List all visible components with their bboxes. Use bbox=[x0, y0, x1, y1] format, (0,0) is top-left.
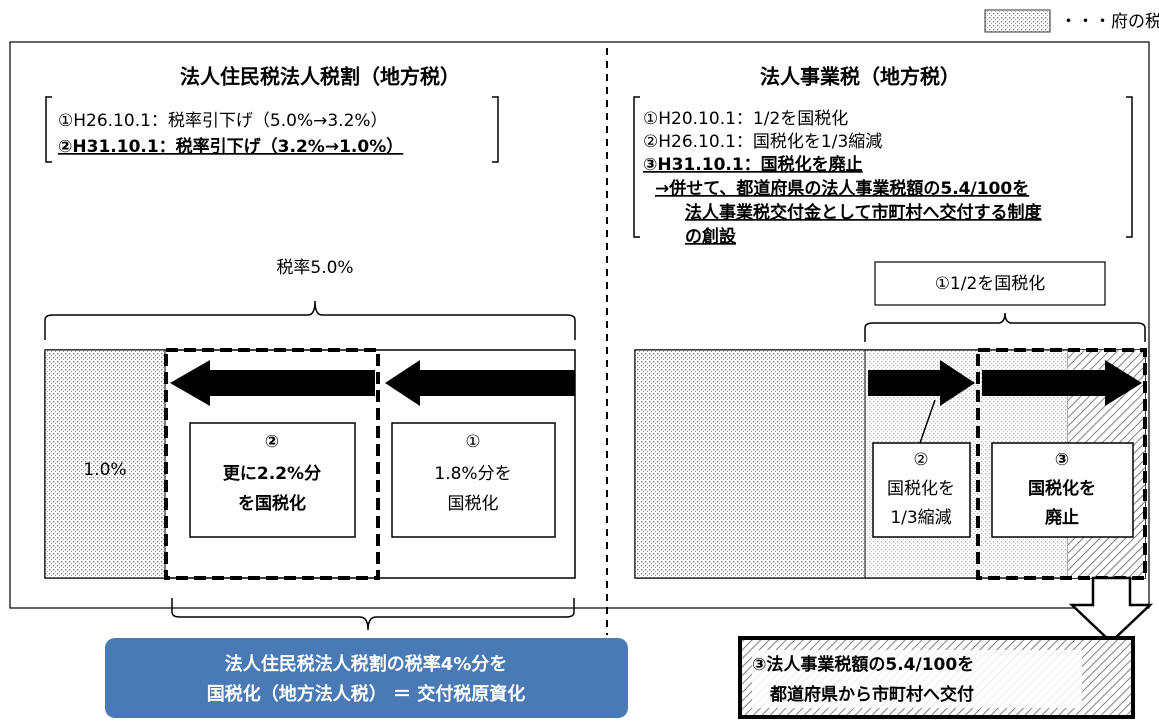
arrow bbox=[868, 360, 975, 406]
box-text: ① bbox=[465, 432, 480, 452]
frame bbox=[9, 41, 1150, 609]
arrow bbox=[385, 360, 575, 406]
arrow bbox=[170, 360, 375, 406]
box-text: 廃止 bbox=[1045, 507, 1079, 528]
right-note: ①H20.10.1：1/2を国税化 bbox=[643, 109, 848, 129]
brace bbox=[864, 312, 1146, 342]
down-arrow bbox=[1068, 576, 1154, 644]
legend-label: ・・・府の税収 bbox=[1060, 12, 1159, 32]
brace-label: 税率5.0% bbox=[276, 258, 353, 278]
box bbox=[872, 442, 971, 538]
label-box bbox=[874, 261, 1106, 306]
left-note: ②H31.10.1：税率引下げ（3.2%→1.0%） bbox=[58, 136, 403, 157]
segment-local bbox=[634, 349, 866, 579]
box-text: 国税化を bbox=[887, 479, 955, 499]
box-text: 1.8%分を bbox=[434, 464, 511, 484]
box bbox=[991, 442, 1134, 538]
brace bbox=[171, 598, 575, 631]
box-text: ③ bbox=[1055, 450, 1069, 470]
brace bbox=[44, 300, 576, 340]
label-text: ①1/2を国税化 bbox=[935, 274, 1046, 294]
left-title: 法人住民税法人税割（地方税） bbox=[180, 65, 460, 89]
dashed-box bbox=[976, 348, 1147, 580]
right-note: の創設 bbox=[685, 226, 737, 247]
result-text: 法人住民税法人税割の税率4%分を bbox=[225, 653, 508, 675]
right-note: ③H31.10.1：国税化を廃止 bbox=[643, 154, 863, 175]
segment-label: 1.0% bbox=[83, 460, 126, 480]
note-bracket bbox=[45, 96, 499, 163]
dashed-box bbox=[164, 348, 380, 580]
box-text: ② bbox=[265, 432, 279, 452]
left-note: ①H26.10.1：税率引下げ（5.0%→3.2%） bbox=[58, 111, 388, 131]
box bbox=[391, 422, 556, 538]
result-text: 国税化（地方法人税） ＝ 交付税原資化 bbox=[207, 683, 526, 705]
right-note: ②H26.10.1：国税化を1/3縮減 bbox=[643, 132, 882, 152]
box bbox=[189, 422, 356, 538]
arrow bbox=[982, 360, 1142, 406]
box-text: 1/3縮減 bbox=[890, 508, 951, 528]
result-text: ③法人事業税額の5.4/100を bbox=[752, 654, 974, 675]
pointer bbox=[919, 399, 936, 444]
result-backdrop bbox=[752, 650, 1082, 708]
legend-swatch bbox=[984, 9, 1051, 33]
right-title: 法人事業税（地方税） bbox=[760, 65, 960, 89]
box-text: ② bbox=[913, 450, 928, 470]
right-note: →併せて、都道府県の法人事業税額の5.4/100を bbox=[655, 178, 1029, 199]
note-bracket bbox=[633, 96, 1133, 238]
right-note: 法人事業税交付金として市町村へ交付する制度 bbox=[685, 202, 1042, 223]
box-text: 国税化を bbox=[1028, 478, 1096, 499]
result-text: 都道府県から市町村へ交付 bbox=[769, 684, 974, 705]
box-text: 更に2.2%分 bbox=[223, 464, 321, 484]
box-text: 国税化 bbox=[448, 494, 499, 514]
result-box bbox=[105, 638, 628, 718]
box-text: を国税化 bbox=[238, 493, 306, 514]
segment-local bbox=[44, 349, 166, 579]
